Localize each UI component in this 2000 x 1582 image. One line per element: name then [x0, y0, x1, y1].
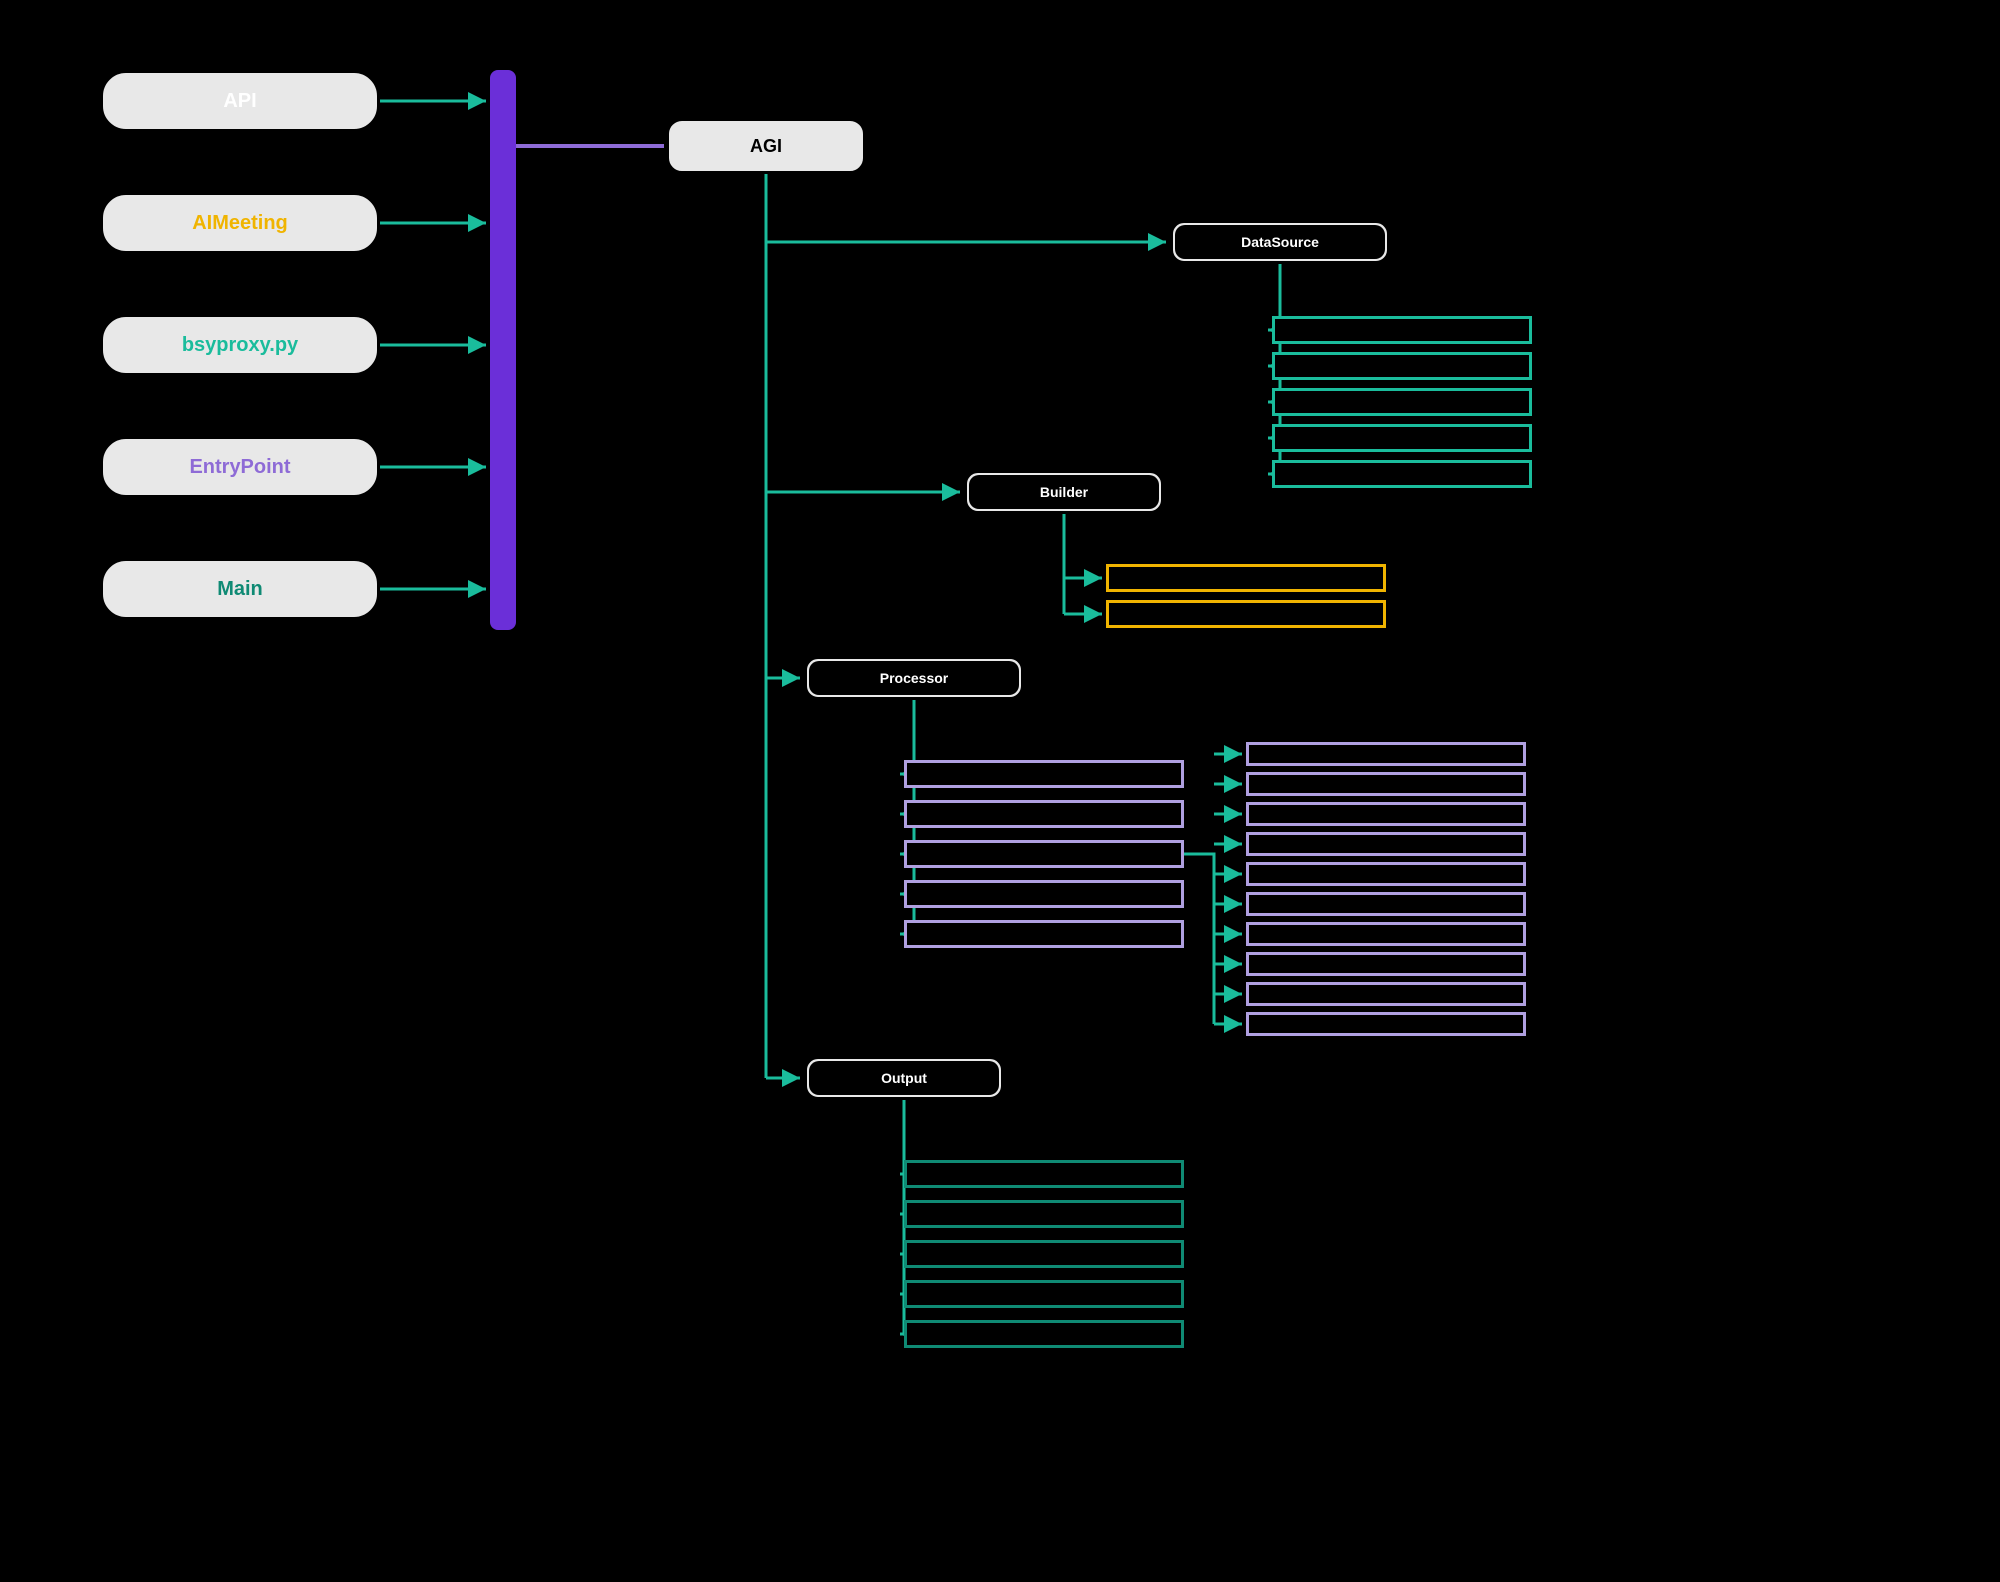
grp-processor-secondary-leaf: [1246, 862, 1526, 886]
group-header-label: Processor: [809, 661, 1019, 695]
group-header-label: Output: [809, 1061, 999, 1095]
input-label: bsyproxy.py: [182, 334, 298, 357]
grp-datasource-leaf: [1272, 460, 1532, 488]
group-header-label: Builder: [969, 475, 1159, 509]
grp-builder-leaf: [1106, 600, 1386, 628]
grp-processor-secondary-leaf: [1246, 922, 1526, 946]
grp-processor-leaf: [904, 880, 1184, 908]
grp-processor-header: Processor: [804, 656, 1024, 700]
grp-datasource-header: DataSource: [1170, 220, 1390, 264]
grp-output-leaf: [904, 1240, 1184, 1268]
grp-output-leaf: [904, 1280, 1184, 1308]
diagram-canvas: API AIMeeting bsyproxy.py EntryPoint Main AGI…: [0, 0, 2000, 1582]
in-entrypoint: EntryPoint: [100, 436, 380, 498]
root-label: AGI: [750, 136, 782, 157]
input-label: AIMeeting: [192, 212, 288, 235]
input-label: API: [223, 90, 256, 113]
grp-processor-secondary-leaf: [1246, 832, 1526, 856]
grp-output-leaf: [904, 1320, 1184, 1348]
grp-processor-leaf: [904, 840, 1184, 868]
grp-datasource-leaf: [1272, 352, 1532, 380]
grp-processor-secondary-leaf: [1246, 1012, 1526, 1036]
in-main: Main: [100, 558, 380, 620]
grp-processor-leaf: [904, 920, 1184, 948]
in-aimeeting: AIMeeting: [100, 192, 380, 254]
merge-bar: [490, 70, 516, 630]
in-api: API: [100, 70, 380, 132]
group-header-label: DataSource: [1175, 225, 1385, 259]
grp-datasource-leaf: [1272, 316, 1532, 344]
grp-datasource-leaf: [1272, 424, 1532, 452]
grp-processor-secondary-leaf: [1246, 772, 1526, 796]
grp-processor-secondary-leaf: [1246, 742, 1526, 766]
grp-output-leaf: [904, 1160, 1184, 1188]
grp-processor-secondary-leaf: [1246, 892, 1526, 916]
grp-output-header: Output: [804, 1056, 1004, 1100]
grp-datasource-leaf: [1272, 388, 1532, 416]
grp-processor-secondary-leaf: [1246, 982, 1526, 1006]
grp-output-leaf: [904, 1200, 1184, 1228]
grp-processor-leaf: [904, 800, 1184, 828]
grp-builder-header: Builder: [964, 470, 1164, 514]
grp-processor-secondary-leaf: [1246, 802, 1526, 826]
grp-processor-secondary-leaf: [1246, 952, 1526, 976]
input-label: EntryPoint: [189, 456, 290, 479]
input-label: Main: [217, 578, 263, 601]
root-node: AGI: [666, 118, 866, 174]
grp-processor-leaf: [904, 760, 1184, 788]
in-bsyproxy: bsyproxy.py: [100, 314, 380, 376]
grp-builder-leaf: [1106, 564, 1386, 592]
